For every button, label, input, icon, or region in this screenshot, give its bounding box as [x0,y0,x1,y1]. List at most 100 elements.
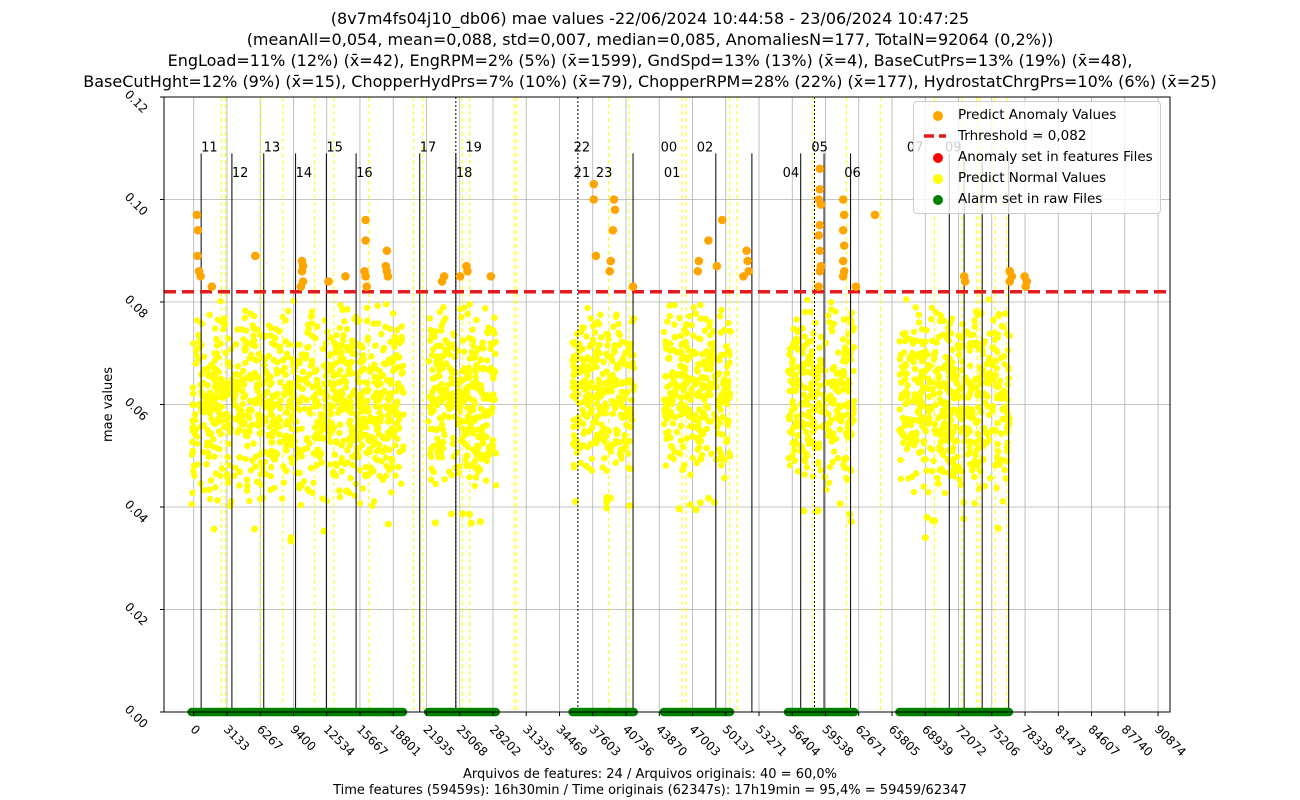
normal-point [964,412,971,420]
normal-point [808,380,815,387]
normal-point [950,375,957,383]
normal-point [573,330,581,338]
normal-point [903,445,911,453]
normal-point [832,308,839,315]
normal-point [441,431,448,439]
normal-point [685,391,693,398]
anomaly-point [361,236,370,245]
normal-point [379,476,387,483]
normal-point [459,337,467,344]
normal-point [597,311,604,318]
x-tick-label: 62671 [853,722,890,759]
normal-point [395,463,402,471]
normal-point [273,366,280,373]
y-tick-label: 0.06 [122,395,151,424]
normal-point [620,354,627,361]
normal-point [583,413,591,421]
x-tick-label: 68939 [919,722,956,759]
normal-point [299,368,307,375]
anomaly-point [341,272,350,281]
normal-point [190,340,197,347]
normal-point [689,454,696,462]
x-tick-label: 90874 [1152,722,1189,759]
normal-point [372,403,380,410]
x-tick-label: 6267 [254,722,285,753]
normal-point [277,405,284,412]
normal-point [930,457,937,464]
normal-point [902,337,909,345]
anomaly-point [870,210,880,220]
normal-point [677,437,685,444]
legend-swatch-anomaly-features [933,153,943,163]
normal-point [213,335,220,343]
normal-point [362,432,370,439]
normal-point [439,426,447,433]
normal-point [836,426,844,433]
normal-point [378,458,385,465]
x-tick-label: 78339 [1019,722,1056,759]
anomaly-point [694,256,704,266]
normal-point [450,330,457,337]
normal-point [696,415,704,422]
normal-point [438,352,445,360]
x-tick-label: 56404 [786,722,823,759]
normal-point [225,440,232,447]
normal-point [436,342,444,349]
normal-point [222,417,230,424]
normal-point [288,401,295,408]
normal-point [697,437,705,445]
normal-point [850,325,857,332]
normal-point [897,351,904,358]
normal-point [472,373,479,381]
normal-point [575,400,583,407]
normal-point [789,398,796,405]
normal-point [443,387,450,394]
normal-point [331,460,339,467]
normal-point [698,381,706,388]
normal-point [705,391,712,398]
normal-point [443,360,450,367]
normal-point [472,449,479,457]
normal-point [791,378,798,385]
normal-point [491,368,499,375]
normal-point [666,302,673,309]
normal-point [901,422,909,429]
normal-point [472,365,479,373]
normal-point [831,448,838,455]
normal-point [293,418,300,425]
normal-point [994,348,1001,356]
normal-point [331,451,338,458]
normal-point [840,461,847,469]
normal-point [844,476,851,483]
normal-point [956,476,963,483]
normal-point [791,423,798,431]
x-tick-label: 75206 [986,722,1023,759]
normal-point [241,314,248,322]
normal-point [967,387,974,394]
normal-point [931,421,939,428]
normal-point [976,364,983,372]
normal-point [582,462,590,470]
normal-point [336,379,343,386]
normal-point [236,482,243,489]
normal-point [995,448,1002,455]
normal-point [949,359,956,366]
normal-point [446,351,453,358]
normal-point [370,441,377,448]
normal-point [905,398,912,406]
normal-point [327,334,334,341]
normal-point [398,480,405,487]
anomaly-point [815,164,825,174]
normal-point [582,377,589,384]
normal-point [686,501,694,509]
normal-point [941,489,948,497]
normal-point [394,435,401,443]
normal-point [243,476,251,483]
normal-point [231,472,238,479]
normal-point [348,358,355,366]
anomaly-point [743,256,752,266]
normal-point [629,318,636,325]
normal-point [359,485,367,492]
anomaly-point [742,246,751,256]
normal-point [290,433,297,441]
